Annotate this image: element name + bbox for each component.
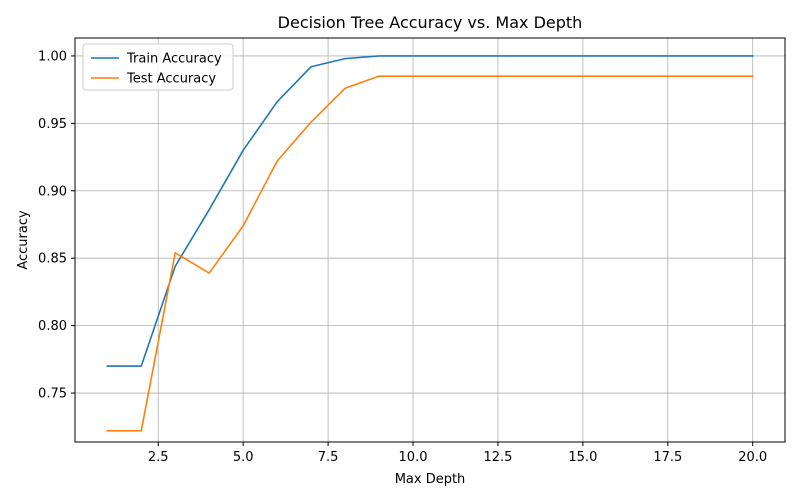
x-tick-label: 12.5	[483, 450, 512, 465]
y-tick-label: 0.80	[38, 319, 67, 334]
x-tick-label: 10.0	[399, 450, 428, 465]
y-tick-label: 0.90	[38, 184, 67, 199]
legend: Train Accuracy Test Accuracy	[82, 43, 234, 91]
legend-label: Test Accuracy	[126, 72, 216, 87]
y-axis-title: Accuracy	[16, 210, 31, 270]
series-line-train-accuracy	[106, 55, 754, 367]
x-tick-label: 20.0	[738, 450, 767, 465]
grid-layer	[75, 38, 785, 442]
x-tick-label: 17.5	[653, 450, 682, 465]
x-tick-label: 15.0	[568, 450, 597, 465]
y-tick-label: 1.00	[38, 49, 67, 64]
legend-box	[82, 43, 234, 91]
x-tick-label: 2.5	[148, 450, 169, 465]
plot-frame	[74, 37, 786, 443]
y-tick-label: 0.95	[38, 117, 67, 132]
legend-label: Train Accuracy	[126, 52, 222, 67]
series-line-test-accuracy	[106, 75, 754, 432]
x-axis-title: Max Depth	[395, 472, 466, 487]
y-tick-label: 0.85	[38, 252, 67, 267]
series-layer	[106, 55, 754, 432]
chart-title: Decision Tree Accuracy vs. Max Depth	[278, 13, 583, 32]
x-tick-label: 5.0	[233, 450, 254, 465]
y-tick-label: 0.75	[38, 387, 67, 402]
x-tick-label: 7.5	[318, 450, 339, 465]
ticks-layer: 2.5 5.0 7.5 10.0 12.5 15.0 17.5 20.0 0.75 0.80 0.8…	[38, 49, 767, 465]
